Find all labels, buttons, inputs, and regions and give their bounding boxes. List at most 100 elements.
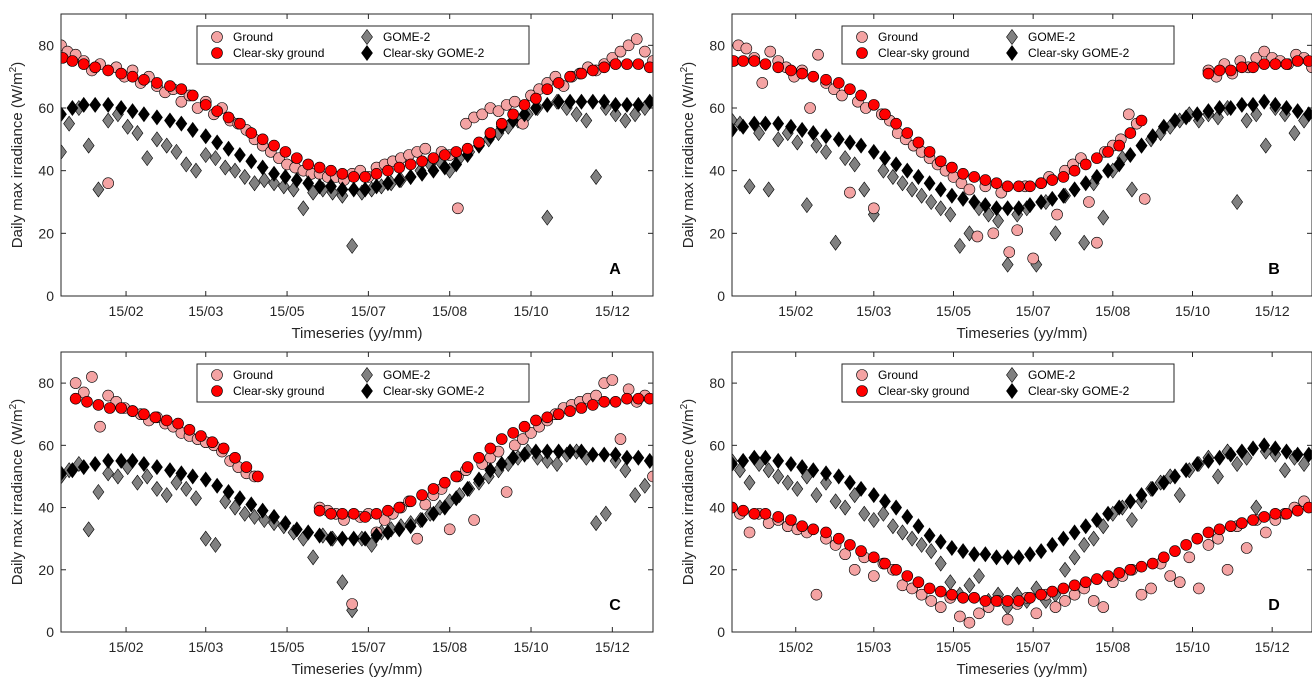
legend-marker: [361, 366, 373, 384]
data-point: [61, 106, 67, 123]
data-point: [934, 155, 947, 168]
panel-letter: B: [1268, 261, 1280, 278]
data-point: [219, 159, 232, 176]
data-point: [1035, 588, 1047, 601]
data-point: [86, 371, 98, 383]
data-point: [839, 548, 851, 561]
data-point: [186, 89, 199, 102]
data-point: [1068, 579, 1081, 592]
data-point: [234, 117, 246, 130]
data-point: [347, 181, 360, 198]
data-point: [1001, 180, 1014, 193]
data-point: [867, 487, 880, 504]
data-point: [1068, 181, 1081, 198]
data-point: [925, 595, 937, 607]
data-point: [992, 212, 1004, 229]
data-point: [643, 61, 653, 74]
data-point: [1236, 96, 1248, 113]
data-point: [183, 423, 196, 436]
data-point: [507, 449, 520, 466]
data-point: [66, 55, 79, 67]
data-point: [1079, 175, 1092, 192]
data-point: [251, 470, 264, 483]
data-point: [1097, 601, 1110, 613]
data-point: [756, 77, 769, 89]
data-point: [484, 462, 497, 479]
y-tick-label: 20: [38, 225, 54, 241]
data-point: [832, 77, 845, 89]
data-point: [643, 392, 653, 405]
data-point: [199, 128, 212, 145]
data-point: [1046, 174, 1059, 186]
data-point: [923, 582, 936, 595]
data-point: [517, 433, 529, 445]
data-point: [256, 502, 269, 519]
x-tick-label: 15/02: [109, 639, 144, 655]
data-point: [382, 175, 394, 192]
data-point: [1068, 549, 1081, 566]
data-point: [923, 146, 936, 158]
y-tick-label: 80: [709, 37, 725, 53]
data-layer: [732, 437, 1312, 629]
data-point: [762, 462, 775, 479]
data-point: [1013, 595, 1025, 607]
data-point: [393, 161, 406, 174]
data-point: [450, 490, 463, 507]
data-point: [347, 530, 360, 547]
x-tick-label: 15/03: [856, 303, 891, 319]
data-point: [629, 487, 641, 504]
data-point: [359, 530, 372, 547]
data-point: [643, 452, 653, 469]
data-point: [238, 168, 251, 185]
data-point: [1124, 127, 1137, 139]
data-point: [1280, 58, 1293, 70]
data-point: [1135, 114, 1148, 127]
data-point: [256, 133, 269, 146]
legend-label: GOME-2: [383, 368, 431, 382]
data-point: [151, 131, 163, 148]
data-point: [1247, 61, 1259, 74]
x-tick-label: 15/08: [1095, 303, 1130, 319]
data-point: [954, 610, 966, 623]
legend-a: Ground Clear-sky ground GOME-2 Clear-sky GO…: [196, 25, 530, 65]
data-point: [1079, 158, 1092, 171]
data-point: [973, 607, 985, 620]
data-point: [211, 105, 223, 117]
data-point: [307, 549, 319, 566]
data-point: [1049, 601, 1062, 613]
data-point: [901, 570, 914, 582]
data-point: [507, 108, 519, 121]
data-point: [248, 508, 261, 525]
data-point: [890, 499, 902, 516]
data-point: [1068, 524, 1081, 541]
y-axis-label: Daily max irradiance (W/m2): [8, 62, 26, 248]
data-point: [199, 146, 212, 164]
data-point: [81, 395, 93, 408]
data-point: [1091, 573, 1103, 585]
data-point: [575, 443, 588, 460]
data-point: [69, 392, 82, 405]
x-tick-label: 15/05: [936, 639, 971, 655]
data-point: [807, 125, 820, 142]
data-point: [518, 420, 531, 433]
y-tick-label: 40: [38, 163, 54, 179]
data-point: [923, 175, 936, 192]
data-point: [632, 449, 645, 466]
data-point: [810, 588, 823, 601]
data-point: [638, 477, 651, 494]
y-tick-label: 40: [709, 500, 725, 516]
data-point: [518, 106, 531, 123]
data-point: [141, 150, 154, 167]
data-point: [1013, 180, 1025, 193]
data-point: [359, 511, 371, 523]
data-point: [518, 446, 531, 463]
data-point: [915, 588, 928, 601]
data-point: [946, 588, 958, 601]
legend-c: Ground Clear-sky ground GOME-2 Clear-sky GO…: [196, 363, 530, 403]
data-point: [1258, 93, 1271, 110]
y-tick-label: 40: [709, 163, 725, 179]
y-axis-label: Daily max irradiance (W/m2): [679, 399, 697, 585]
data-point: [1024, 197, 1036, 214]
data-point: [609, 96, 622, 113]
